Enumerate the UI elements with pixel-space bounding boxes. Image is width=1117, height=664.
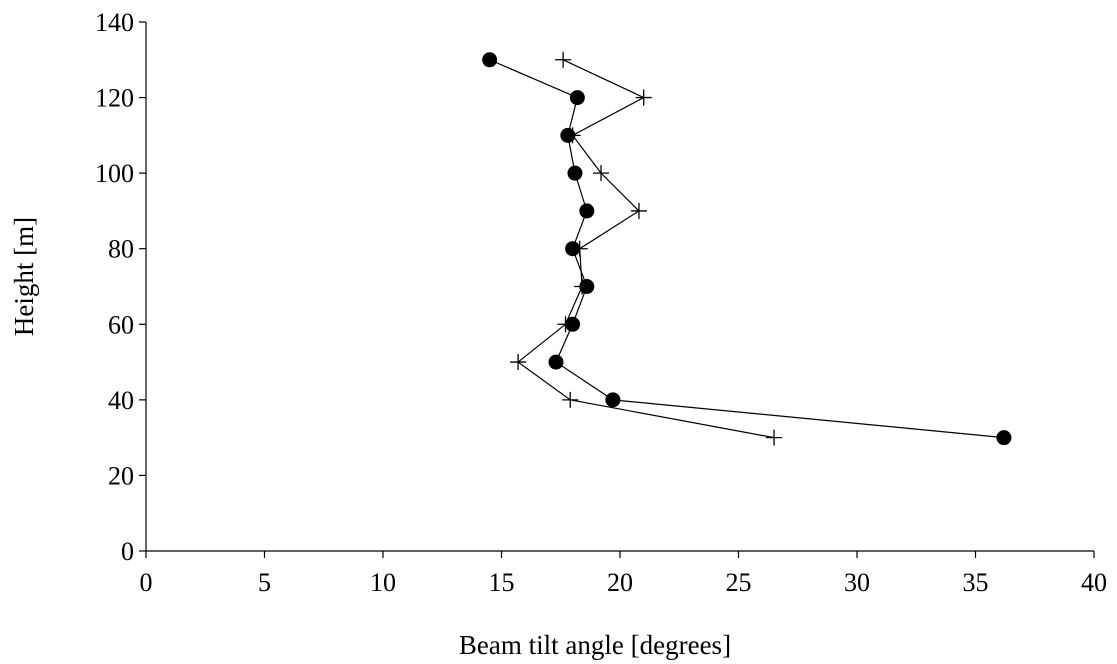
y-tick-label: 60 (108, 310, 134, 339)
data-point-circle (579, 203, 595, 219)
x-tick-label: 35 (963, 568, 989, 597)
x-tick-label: 15 (489, 568, 515, 597)
data-point-circle (482, 52, 498, 68)
y-axis-title: Height [m] (9, 217, 39, 336)
y-tick-label: 40 (108, 386, 134, 415)
x-tick-label: 5 (258, 568, 271, 597)
y-tick-label: 100 (95, 159, 134, 188)
x-tick-label: 20 (607, 568, 633, 597)
y-tick-label: 0 (121, 537, 134, 566)
series-layer (482, 51, 1012, 446)
data-point-plus (557, 316, 574, 333)
x-axis-title: Beam tilt angle [degrees] (459, 630, 731, 660)
data-point-plus (571, 240, 588, 257)
series-2-line (517, 59, 775, 439)
data-point-plus (630, 202, 647, 219)
series-2 (510, 51, 783, 446)
x-tick-label: 10 (370, 568, 396, 597)
data-point-plus (510, 354, 527, 371)
plot-area: 0 20 40 60 80 100 120 140 0 5 10 15 20 25 30 35 40 (95, 8, 1107, 597)
y-tick-label: 140 (95, 8, 134, 37)
data-point-plus (564, 127, 581, 144)
y-tick-label: 80 (108, 235, 134, 264)
y-tick-label: 120 (95, 84, 134, 113)
data-point-circle (548, 354, 564, 370)
data-point-plus (555, 51, 572, 68)
data-point-plus (593, 165, 610, 182)
data-point-plus (635, 89, 652, 106)
x-tick-label: 40 (1081, 568, 1107, 597)
data-point-circle (569, 90, 585, 106)
data-point-plus (766, 429, 783, 446)
y-tick-label: 20 (108, 461, 134, 490)
x-axis-ticks: 0 5 10 15 20 25 30 35 40 (140, 551, 1107, 597)
data-point-circle (996, 430, 1012, 446)
data-point-circle (567, 165, 583, 181)
data-point-circle (605, 392, 621, 408)
series-1 (482, 52, 1012, 446)
x-tick-label: 25 (726, 568, 752, 597)
y-axis-ticks: 0 20 40 60 80 100 120 140 (95, 8, 146, 566)
data-point-plus (574, 278, 591, 295)
x-tick-label: 30 (844, 568, 870, 597)
x-tick-label: 0 (140, 568, 153, 597)
data-point-plus (562, 391, 579, 408)
